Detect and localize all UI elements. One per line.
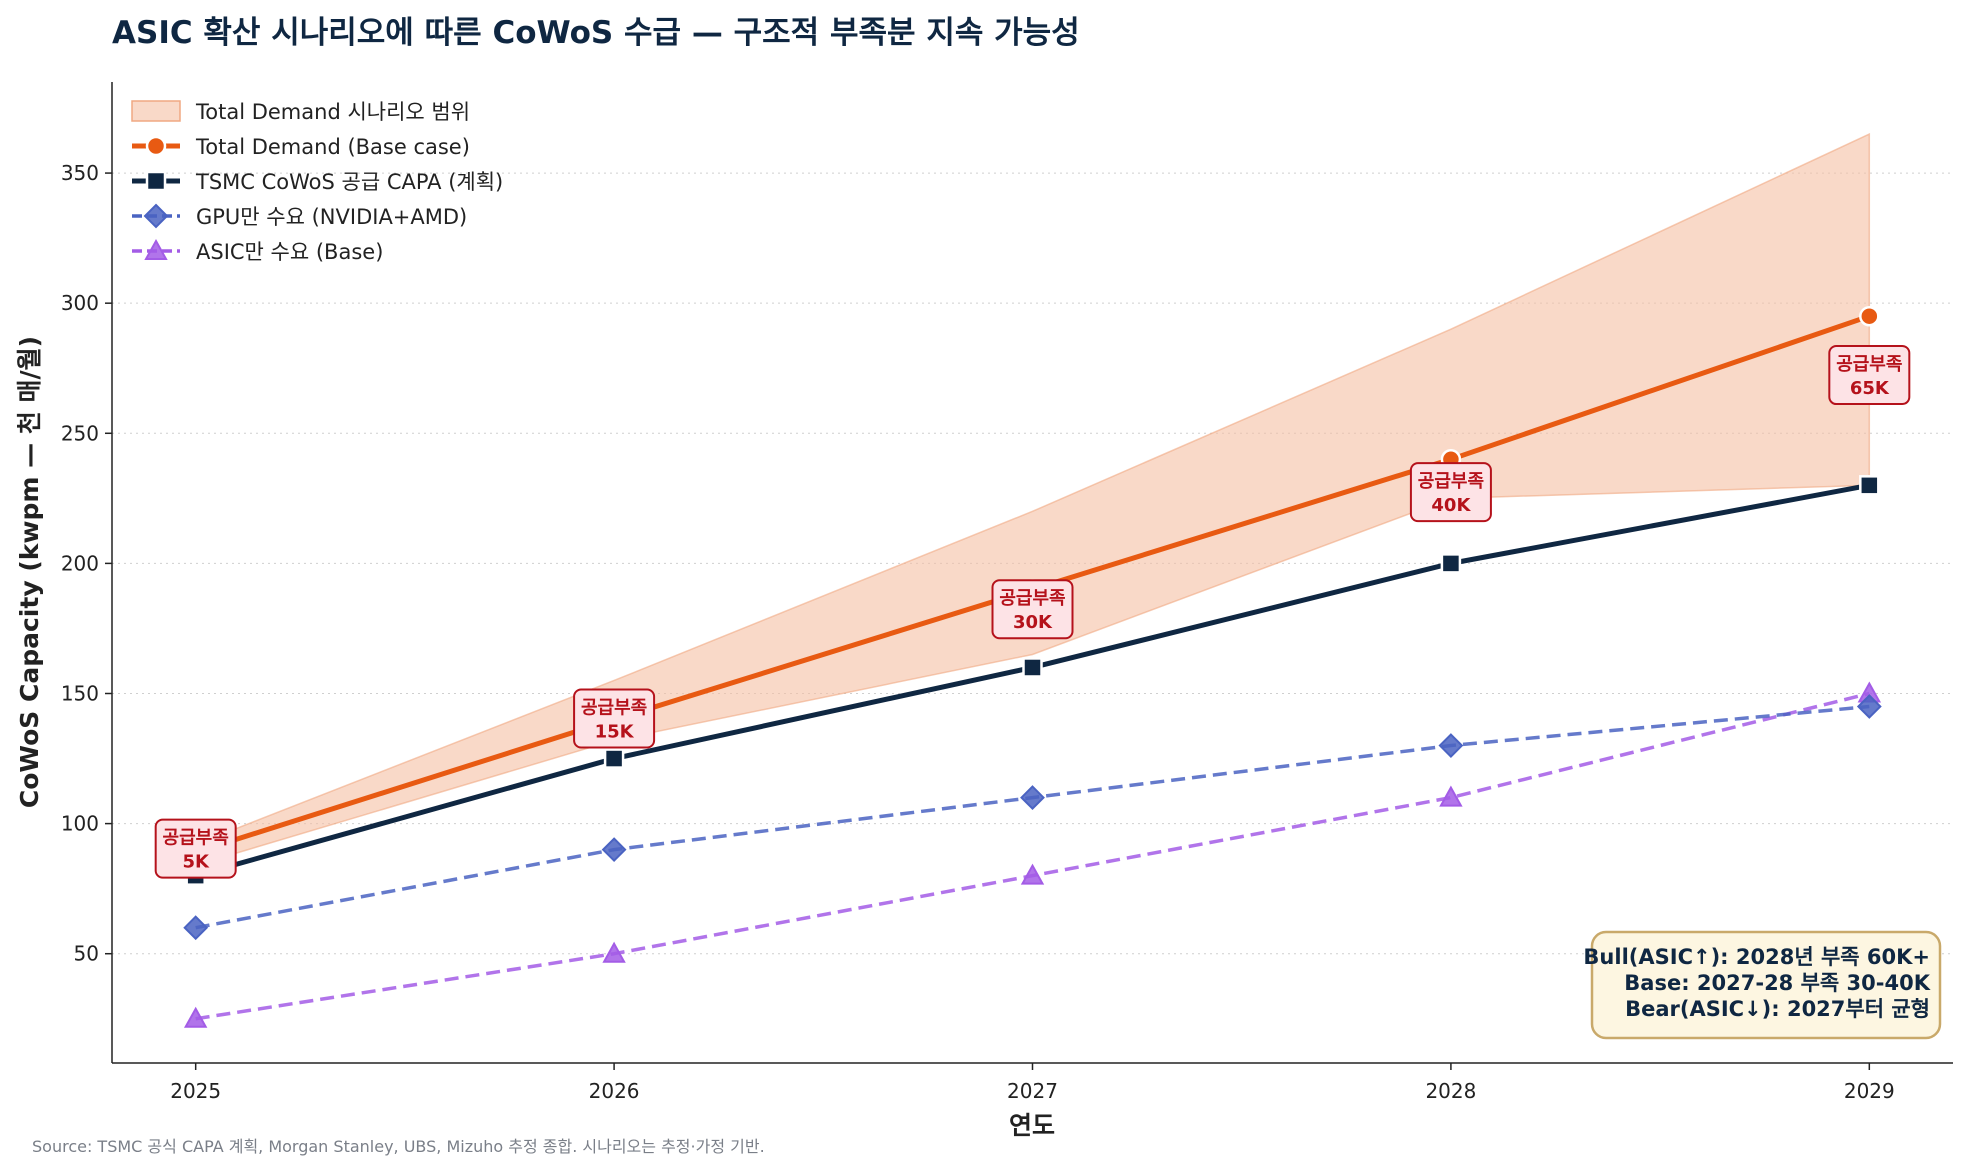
legend-marker: [145, 170, 167, 192]
shortage-label-amount: 30K: [1013, 612, 1053, 633]
shortage-label: 공급부족 30K: [991, 579, 1074, 640]
shortage-label-amount: 15K: [595, 722, 635, 743]
y-tick-label: 200: [61, 551, 99, 575]
y-tick-label: 100: [61, 812, 99, 836]
x-axis-label: 연도: [1009, 1111, 1055, 1140]
series-3: [183, 681, 1882, 1028]
shortage-label: 공급부족 5K: [154, 818, 237, 879]
shortage-label-line1: 공급부족: [581, 698, 647, 719]
chart-title: ASIC 확산 시나리오에 따른 CoWoS 수급 — 구조적 부족분 지속 가…: [112, 15, 1080, 51]
legend-label: Total Demand 시나리오 범위: [195, 100, 470, 124]
scenario-note-bear: Bear(ASIC↓): 2027부터 균형: [1625, 997, 1930, 1021]
legend-swatch: [131, 100, 181, 122]
shortage-label: 공급부족 65K: [1828, 345, 1911, 406]
data-point: [1856, 694, 1882, 719]
scenario-note-bull: Bull(ASIC↑): 2028년 부족 60K+: [1583, 945, 1930, 969]
shortage-label-box: [991, 579, 1074, 640]
data-point: [1020, 863, 1045, 885]
legend-item: GPU만 수요 (NVIDIA+AMD): [132, 203, 467, 229]
data-point: [1440, 553, 1462, 574]
x-tick-label: 2026: [589, 1079, 640, 1103]
legend-label: TSMC CoWoS 공급 CAPA (계획): [195, 170, 503, 194]
shortage-label: 공급부족 15K: [573, 688, 656, 749]
shortage-label-line1: 공급부족: [999, 588, 1065, 609]
legend-label: Total Demand (Base case): [195, 135, 470, 159]
data-point: [183, 915, 209, 941]
x-tick-label: 2025: [170, 1079, 221, 1103]
y-tick-label: 250: [61, 421, 99, 445]
shortage-label-box: [154, 818, 237, 879]
shortage-label-line1: 공급부족: [163, 828, 229, 849]
legend-label: ASIC만 수요 (Base): [196, 240, 383, 264]
scenario-note-box: Bull(ASIC↑): 2028년 부족 60K+ Base: 2027-28…: [1583, 930, 1942, 1040]
y-tick-label: 50: [74, 942, 99, 966]
shortage-label-amount: 5K: [182, 852, 210, 873]
x-tick-label: 2027: [1007, 1079, 1058, 1103]
data-point: [601, 837, 627, 863]
y-tick-label: 150: [61, 681, 99, 705]
shortage-label-line1: 공급부족: [1836, 354, 1902, 375]
scenario-note-base: Base: 2027-28 부족 30-40K: [1624, 971, 1930, 995]
legend-item: Total Demand (Base case): [132, 135, 470, 159]
data-point: [602, 941, 626, 963]
x-tick-label: 2029: [1844, 1079, 1895, 1103]
x-tick-label: 2028: [1425, 1079, 1476, 1103]
series-2: [183, 694, 1882, 941]
legend-marker: [143, 203, 169, 229]
legend: Total Demand 시나리오 범위 Total Demand (Base c…: [131, 100, 503, 264]
series-lines: [183, 305, 1882, 1028]
data-point: [1439, 785, 1463, 807]
legend-item: ASIC만 수요 (Base): [132, 238, 383, 264]
y-axis-label: CoWoS Capacity (kwpm — 천 매/월): [15, 336, 44, 808]
shortage-label-amount: 40K: [1431, 495, 1471, 516]
demand-range-band: [194, 132, 1871, 867]
data-point: [1020, 785, 1045, 810]
shortage-annotations: 공급부족 5K 공급부족 15K 공급부족 30K 공급부족 40K 공급부족 65K: [154, 345, 1911, 879]
y-tick-label: 350: [61, 161, 99, 185]
legend-label: GPU만 수요 (NVIDIA+AMD): [196, 205, 467, 229]
demand-range-area: [194, 132, 1871, 867]
data-point: [1859, 475, 1880, 496]
data-point: [1438, 733, 1464, 758]
shortage-label-box: [573, 688, 656, 749]
legend-item: Total Demand 시나리오 범위: [131, 100, 470, 124]
data-point: [1859, 305, 1880, 327]
shortage-label-line1: 공급부족: [1418, 471, 1484, 492]
legend-item: TSMC CoWoS 공급 CAPA (계획): [132, 170, 503, 194]
source-note: Source: TSMC 공식 CAPA 계획, Morgan Stanley,…: [32, 1137, 765, 1156]
shortage-label-amount: 65K: [1850, 378, 1890, 399]
legend-marker: [145, 135, 167, 157]
y-tick-label: 300: [61, 291, 99, 315]
gridlines: [112, 172, 1953, 955]
axis-ticks: 50 100 150 200 250 300 350 2025 2026 2027 2028 2029: [61, 161, 1895, 1103]
shortage-label-box: [1409, 462, 1492, 523]
shortage-label: 공급부족 40K: [1409, 462, 1492, 523]
data-point: [603, 748, 625, 769]
data-point: [1022, 657, 1043, 678]
legend-marker: [144, 238, 168, 260]
shortage-label-box: [1828, 345, 1911, 406]
series-line: [195, 704, 1870, 930]
data-point: [183, 1006, 208, 1028]
